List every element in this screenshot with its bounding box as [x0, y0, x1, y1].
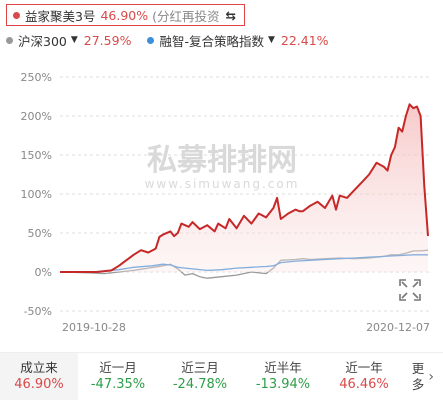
y-tick-label: -50% — [24, 305, 52, 318]
dropdown-arrow-icon[interactable]: ▼ — [70, 35, 78, 45]
tab-value: -47.35% — [90, 377, 146, 392]
tab-label: 成立来 — [20, 360, 58, 375]
swap-icon[interactable]: ⇆ — [225, 7, 236, 23]
x-tick-label: 2020-12-07 — [366, 321, 430, 334]
series-line-0 — [60, 103, 429, 273]
y-tick-label: 200% — [21, 110, 52, 123]
x-axis-ticks: 2019-10-28 2020-12-07 — [62, 321, 430, 334]
y-tick-label: 0% — [35, 266, 52, 279]
period-tabs: 成立来 46.90% 近一月 -47.35% 近三月 -24.78% 近半年 -… — [0, 352, 443, 400]
fund-name: 益家聚美3号 — [25, 8, 96, 24]
y-tick-label: 50% — [28, 227, 52, 240]
fund-dot-icon — [13, 11, 20, 19]
tab-value: -24.78% — [172, 377, 228, 392]
benchmark-hs300[interactable]: 沪深300 ▼ 27.59% — [6, 31, 131, 50]
tab-label: 近半年 — [264, 360, 302, 375]
tab-value: -13.94% — [255, 377, 311, 392]
more-label-1: 更 — [411, 360, 425, 376]
tab-label: 近一月 — [99, 360, 137, 375]
tab-label: 近三月 — [181, 360, 219, 375]
y-axis-ticks: 250% 200% 150% 100% 50% 0% -50% — [21, 71, 52, 318]
y-tick-label: 250% — [21, 71, 52, 84]
series-lines — [59, 103, 429, 279]
tab-value: 46.46% — [339, 377, 389, 392]
dropdown-arrow-icon[interactable]: ▼ — [267, 35, 275, 45]
performance-chart[interactable]: 250% 200% 150% 100% 50% 0% -50% 私募排排网 www.simu… — [0, 60, 443, 350]
hs300-name: 沪深300 — [18, 33, 67, 49]
y-tick-label: 150% — [21, 149, 52, 162]
more-button[interactable]: 更 多 › — [404, 353, 434, 400]
watermark: 私募排排网 www.simuwang.com — [145, 143, 300, 191]
chevron-right-icon: › — [428, 369, 434, 385]
hs300-return: 27.59% — [83, 32, 132, 48]
tab-since-inception[interactable]: 成立来 46.90% — [0, 353, 78, 400]
dividend-note: (分红再投资 — [152, 8, 220, 24]
x-tick-label: 2019-10-28 — [62, 321, 126, 334]
fund-legend[interactable]: 益家聚美3号 46.90% (分红再投资 ⇆ — [6, 4, 245, 26]
fund-area — [60, 104, 428, 272]
watermark-en: www.simuwang.com — [145, 177, 300, 191]
tab-3-months[interactable]: 近三月 -24.78% — [158, 353, 242, 400]
tab-label: 近一年 — [345, 360, 383, 375]
tab-1-month[interactable]: 近一月 -47.35% — [78, 353, 158, 400]
more-label-2: 多 — [411, 376, 425, 392]
benchmark-legend: 沪深300 ▼ 27.59% 融智-复合策略指数 ▼ 22.41% — [6, 30, 345, 50]
composite-name: 融智-复合策略指数 — [159, 33, 264, 49]
tab-1-year[interactable]: 近一年 46.46% — [324, 353, 404, 400]
tab-6-months[interactable]: 近半年 -13.94% — [242, 353, 324, 400]
fullscreen-icon[interactable] — [399, 279, 421, 301]
hs300-dot-icon — [6, 36, 13, 44]
tab-value: 46.90% — [14, 377, 64, 392]
fund-return: 46.90% — [100, 7, 149, 23]
y-tick-label: 100% — [21, 188, 52, 201]
watermark-cn: 私募排排网 — [147, 143, 297, 178]
composite-return: 22.41% — [280, 32, 329, 48]
composite-dot-icon — [147, 36, 155, 44]
benchmark-composite[interactable]: 融智-复合策略指数 ▼ 22.41% — [147, 31, 329, 50]
